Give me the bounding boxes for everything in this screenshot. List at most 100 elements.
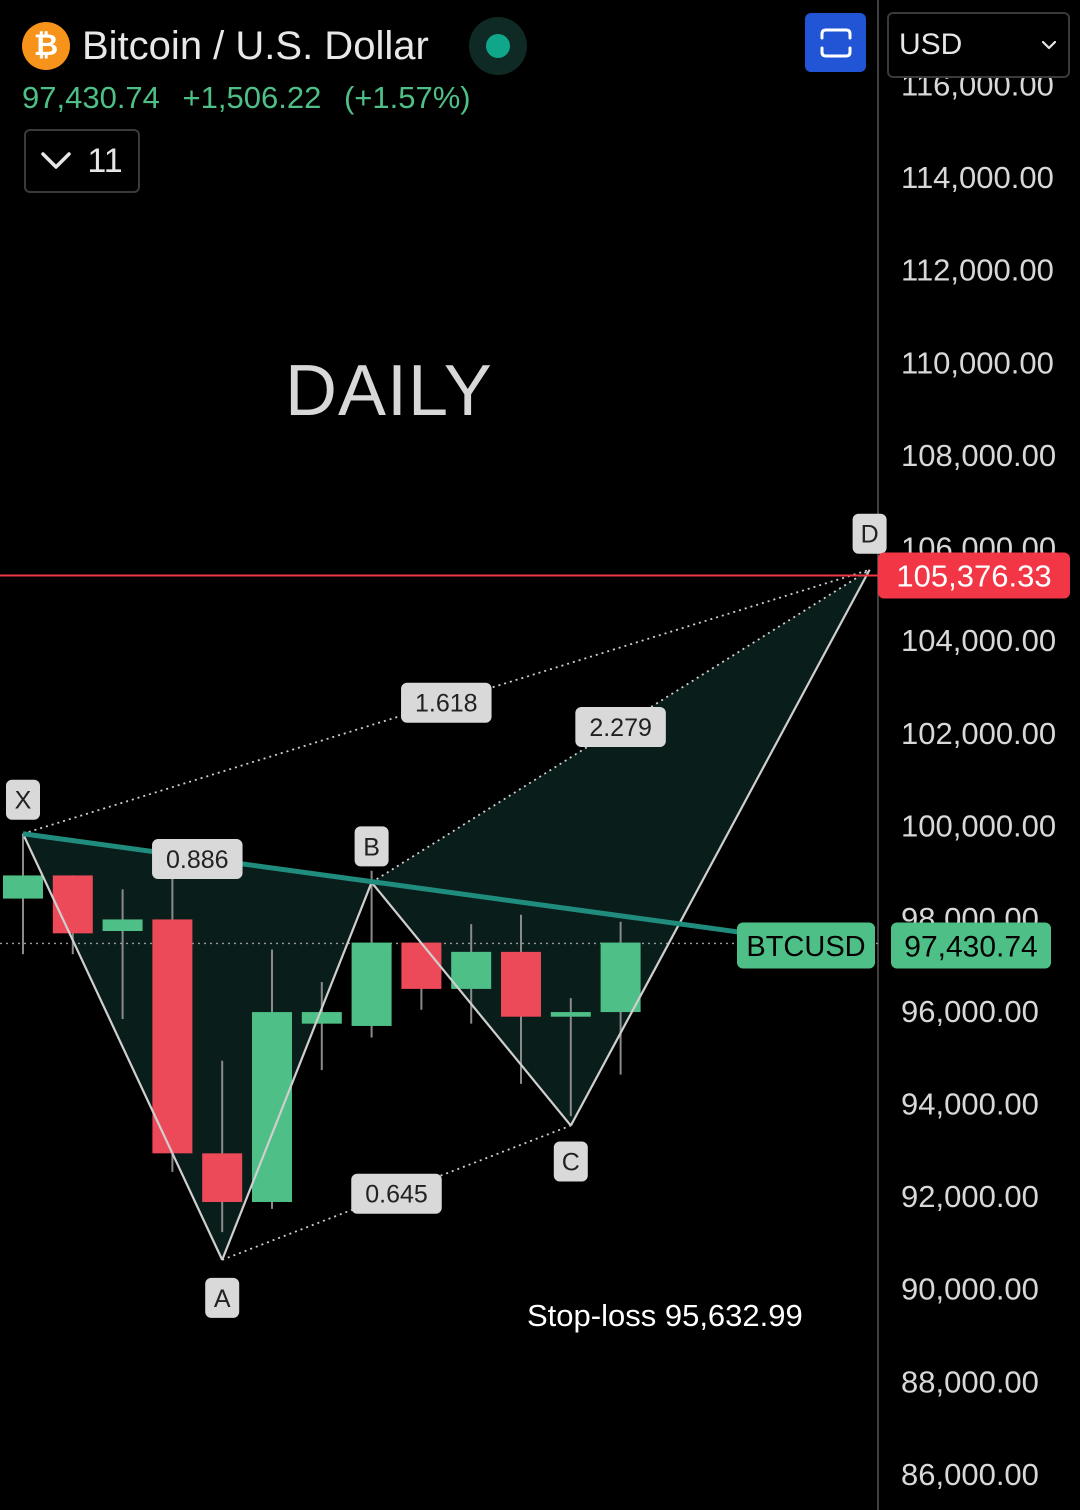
pattern-point-label-text: C bbox=[562, 1149, 580, 1177]
pattern-leg-XA bbox=[22, 833, 224, 1261]
candle-body bbox=[600, 942, 641, 1013]
candle-body bbox=[102, 919, 143, 932]
candle bbox=[152, 875, 193, 1172]
pattern-point-label-bg bbox=[852, 513, 887, 554]
ratio-label: 2.279 bbox=[575, 707, 666, 748]
candle-body bbox=[52, 875, 93, 934]
trend-line bbox=[22, 831, 766, 939]
candle-body bbox=[451, 951, 492, 989]
candle bbox=[501, 914, 541, 1084]
candle-body bbox=[351, 942, 392, 1026]
y-tick-label: 114,000.00 bbox=[901, 160, 1054, 195]
pattern-point-label: X bbox=[6, 779, 40, 820]
ratio-label-bg bbox=[575, 707, 666, 748]
chevron-down-icon bbox=[41, 152, 72, 169]
ratio-label-bg bbox=[351, 1173, 442, 1214]
pattern-leg-BC bbox=[370, 881, 572, 1127]
y-tick-label: 96,000.00 bbox=[901, 994, 1039, 1029]
pattern-point-label-text: X bbox=[15, 787, 32, 815]
ratio-label-bg bbox=[401, 682, 492, 723]
pattern-point-label: A bbox=[205, 1277, 240, 1318]
ratio-label-bg bbox=[152, 839, 243, 880]
current-price-badge-bg bbox=[891, 922, 1051, 969]
candle bbox=[3, 833, 43, 955]
candle bbox=[52, 875, 93, 955]
y-tick-label: 110,000.00 bbox=[901, 345, 1054, 380]
y-tick-label: 88,000.00 bbox=[901, 1364, 1039, 1399]
y-tick-label: 92,000.00 bbox=[901, 1179, 1039, 1214]
current-price-badge: 97,430.74 bbox=[891, 922, 1051, 969]
ratio-label: 0.886 bbox=[152, 839, 243, 880]
ratio-label-text: 0.886 bbox=[166, 846, 229, 874]
candle-body bbox=[550, 1012, 591, 1017]
ratio-label-text: 2.279 bbox=[589, 714, 652, 742]
ratio-line-XD bbox=[22, 568, 870, 835]
price-change-percent: (+1.57%) bbox=[343, 80, 471, 115]
candle bbox=[550, 998, 591, 1117]
candle-body bbox=[301, 1012, 342, 1024]
timeframe-annotation: DAILY bbox=[285, 351, 493, 431]
candle-body bbox=[252, 1012, 292, 1202]
candle-body bbox=[3, 875, 43, 899]
y-tick-label: 112,000.00 bbox=[901, 253, 1054, 288]
pattern-point-label-text: D bbox=[861, 521, 879, 549]
pattern-leg-AB bbox=[221, 881, 373, 1261]
stoploss-annotation: Stop-loss 95,632.99 bbox=[527, 1298, 803, 1333]
candle bbox=[202, 1060, 243, 1233]
symbol-header: ₿ Bitcoin / U.S. Dollar bbox=[22, 17, 527, 75]
candle bbox=[102, 889, 143, 1020]
pattern-fill-bcd bbox=[371, 569, 870, 1126]
pattern-point-label: C bbox=[553, 1141, 588, 1182]
y-tick-label: 100,000.00 bbox=[901, 808, 1056, 843]
ticker-label-text: BTCUSD bbox=[746, 931, 865, 963]
fullscreen-button[interactable] bbox=[805, 13, 866, 72]
y-tick-label: 104,000.00 bbox=[901, 623, 1056, 658]
candle bbox=[351, 870, 392, 1038]
last-price: 97,430.74 bbox=[22, 80, 160, 115]
pattern-point-label: D bbox=[852, 513, 887, 554]
pattern-fill-xab bbox=[23, 833, 372, 1260]
current-price-badge-text: 97,430.74 bbox=[904, 930, 1037, 963]
market-status-icon[interactable] bbox=[468, 17, 527, 75]
alert-price-badge-text: 105,376.33 bbox=[896, 559, 1051, 594]
y-tick-label: 102,000.00 bbox=[901, 716, 1056, 751]
ticker-label: BTCUSD bbox=[737, 922, 875, 969]
fullscreen-icon bbox=[820, 28, 851, 57]
y-tick-label: 94,000.00 bbox=[901, 1086, 1039, 1121]
ratio-label: 0.645 bbox=[351, 1173, 442, 1214]
pattern-point-label-text: B bbox=[363, 833, 380, 861]
ratio-label: 1.618 bbox=[401, 682, 492, 723]
candle bbox=[451, 924, 492, 1024]
indicator-count: 11 bbox=[87, 141, 123, 180]
candle-body bbox=[401, 942, 442, 989]
pattern-point-label: B bbox=[354, 826, 389, 867]
symbol-title[interactable]: Bitcoin / U.S. Dollar bbox=[82, 23, 429, 68]
candle-body bbox=[501, 951, 541, 1017]
candle bbox=[600, 921, 641, 1075]
price-summary: 97,430.74 +1,506.22 (+1.57%) bbox=[22, 80, 485, 116]
y-tick-label: 90,000.00 bbox=[901, 1272, 1039, 1307]
currency-value: USD bbox=[899, 28, 963, 61]
candle bbox=[301, 981, 342, 1070]
currency-select[interactable]: USD bbox=[887, 12, 1070, 78]
candle-body bbox=[152, 919, 193, 1154]
pattern-leg-CD bbox=[569, 569, 871, 1127]
pattern-point-label-bg bbox=[354, 826, 389, 867]
candle bbox=[401, 942, 442, 1010]
pattern-point-label-text: A bbox=[214, 1285, 231, 1313]
ticker-label-bg bbox=[737, 922, 875, 969]
alert-price-badge-bg bbox=[878, 552, 1070, 599]
chevron-down-icon bbox=[1042, 40, 1056, 49]
pattern-point-label-bg bbox=[553, 1141, 588, 1182]
ratio-label-text: 0.645 bbox=[365, 1181, 428, 1209]
pattern-point-label-bg bbox=[6, 779, 40, 820]
indicators-toggle-button[interactable]: 11 bbox=[24, 129, 140, 193]
price-change: +1,506.22 bbox=[182, 80, 322, 115]
bitcoin-logo-icon: ₿ bbox=[22, 22, 70, 70]
pattern-point-label-bg bbox=[205, 1277, 240, 1318]
ratio-label-text: 1.618 bbox=[415, 690, 478, 718]
y-tick-label: 86,000.00 bbox=[901, 1457, 1039, 1492]
candle-body bbox=[202, 1153, 243, 1202]
y-tick-label: 108,000.00 bbox=[901, 438, 1056, 473]
